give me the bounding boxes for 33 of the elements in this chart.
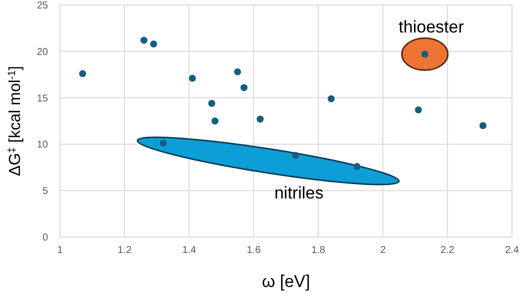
point xyxy=(328,95,335,102)
point xyxy=(79,70,86,78)
point xyxy=(479,122,486,130)
y-tick-label: 0 xyxy=(42,232,48,244)
x-tick-label: 2.4 xyxy=(505,245,520,256)
point xyxy=(292,152,300,159)
y-tick-label: 20 xyxy=(36,46,48,58)
y-tick-label: 25 xyxy=(36,0,48,12)
annotation: thioester xyxy=(398,17,464,36)
annotation: nitriles xyxy=(274,183,324,202)
x-tick-label: 2 xyxy=(380,245,386,256)
x-tick-label: 1.4 xyxy=(182,245,197,256)
point xyxy=(240,84,248,92)
y-tick-label: 5 xyxy=(42,186,48,198)
point xyxy=(160,140,167,147)
point xyxy=(208,100,216,107)
x-axis-title: ω [eV] xyxy=(262,272,310,291)
point xyxy=(414,106,422,114)
y-tick-label: 10 xyxy=(36,140,48,151)
point xyxy=(234,68,242,76)
point xyxy=(140,36,148,44)
x-tick-label: 1.2 xyxy=(118,245,132,256)
point xyxy=(421,50,428,58)
point xyxy=(150,40,158,48)
point xyxy=(188,74,196,82)
y-tick-label: 15 xyxy=(36,93,48,104)
point xyxy=(211,118,218,124)
point xyxy=(354,162,361,170)
x-tick-label: 1.8 xyxy=(311,245,326,256)
x-tick-label: 1 xyxy=(57,245,64,256)
x-tick-label: 2.2 xyxy=(440,245,455,256)
x-tick-label: 1.6 xyxy=(246,245,262,256)
point xyxy=(256,116,264,123)
